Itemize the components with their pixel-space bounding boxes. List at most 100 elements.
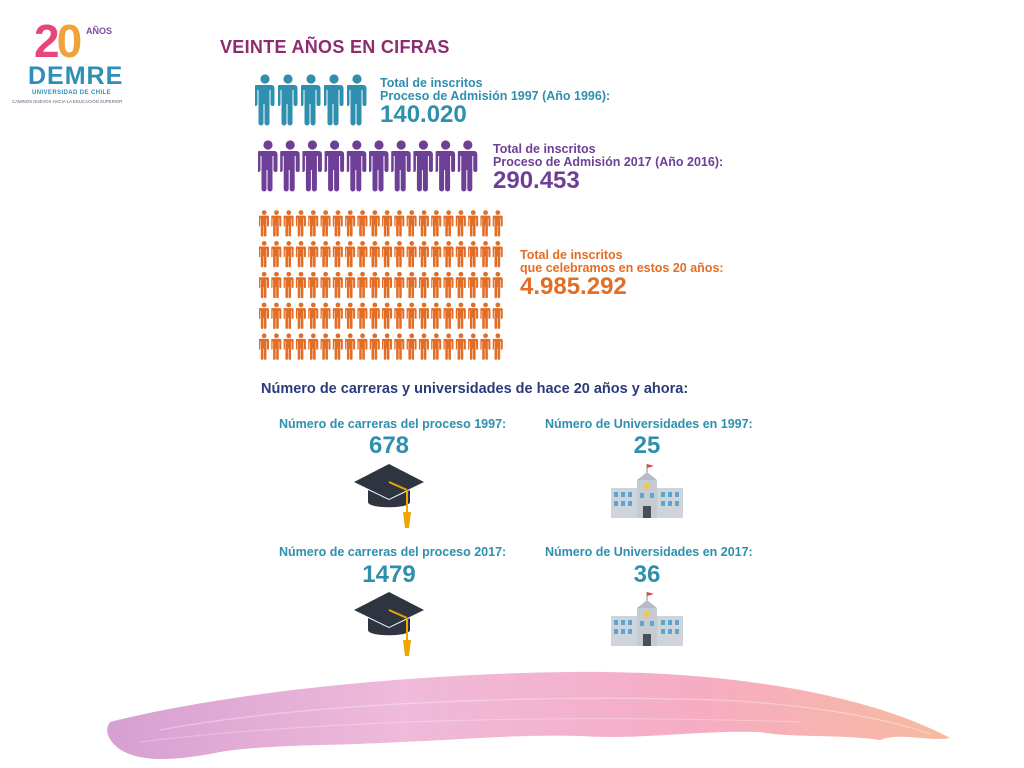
people-icons-2017 bbox=[258, 140, 478, 192]
person-icon bbox=[369, 241, 380, 268]
person-icon bbox=[418, 302, 429, 329]
person-icon bbox=[295, 333, 306, 360]
person-icon bbox=[443, 271, 454, 299]
person-icon bbox=[320, 333, 331, 360]
person-icon bbox=[480, 271, 491, 299]
person-icon bbox=[382, 210, 393, 237]
graduation-cap-icon bbox=[354, 464, 424, 528]
person-icon bbox=[480, 302, 491, 329]
person-icon bbox=[320, 302, 331, 329]
person-icon bbox=[308, 333, 319, 360]
person-icon bbox=[283, 302, 294, 329]
group-total-label-1: Total de inscritos bbox=[520, 248, 623, 262]
careers-1997-value: 678 bbox=[368, 432, 410, 459]
person-icon bbox=[369, 302, 380, 329]
person-icon bbox=[406, 302, 417, 329]
person-icon bbox=[431, 333, 442, 360]
person-icon bbox=[308, 241, 319, 268]
person-icon bbox=[259, 302, 270, 329]
person-icon bbox=[357, 333, 368, 360]
person-icon bbox=[295, 302, 306, 329]
person-icon bbox=[259, 241, 270, 268]
person-icon bbox=[259, 333, 270, 360]
person-icon bbox=[394, 302, 405, 329]
careers-2017-label: Número de carreras del proceso 2017: bbox=[279, 545, 507, 559]
page-title: VEINTE AÑOS EN CIFRAS bbox=[220, 37, 450, 57]
person-icon bbox=[480, 241, 491, 268]
person-icon bbox=[492, 333, 503, 360]
person-icon bbox=[369, 271, 380, 299]
person-icon bbox=[308, 271, 319, 299]
person-icon bbox=[455, 333, 466, 360]
person-icon bbox=[406, 271, 417, 299]
group-2017-value: 290.453 bbox=[493, 167, 580, 194]
person-icon bbox=[382, 241, 393, 268]
person-icon bbox=[345, 271, 356, 299]
person-icon bbox=[480, 333, 491, 360]
careers-universities-heading: Número de carreras y universidades de ha… bbox=[261, 381, 689, 397]
group-2017-label-1: Total de inscritos bbox=[493, 142, 596, 156]
logo-name: DEMRE bbox=[28, 62, 124, 90]
person-icon bbox=[492, 302, 503, 329]
careers-2017-value: 1479 bbox=[362, 561, 416, 588]
person-icon bbox=[406, 241, 417, 268]
person-icon bbox=[394, 241, 405, 268]
person-icon bbox=[271, 210, 282, 237]
group-total-value: 4.985.292 bbox=[520, 273, 627, 300]
person-icon bbox=[345, 241, 356, 268]
person-icon bbox=[332, 241, 343, 268]
person-icon bbox=[259, 271, 270, 299]
logo-university: UNIVERSIDAD DE CHILE bbox=[32, 90, 112, 96]
person-icon bbox=[271, 302, 282, 329]
person-icon bbox=[283, 210, 294, 237]
person-icon bbox=[455, 241, 466, 268]
person-icon bbox=[431, 210, 442, 237]
logo-tagline: CAMINOS NUEVOS HACIA LA EDUCACIÓN SUPERI… bbox=[12, 99, 123, 104]
universities-1997-value: 25 bbox=[633, 432, 661, 459]
group-1997-label-2: Proceso de Admisión 1997 (Año 1996): bbox=[380, 89, 611, 103]
person-icon bbox=[332, 302, 343, 329]
group-1997-value: 140.020 bbox=[380, 101, 467, 128]
person-icon bbox=[320, 210, 331, 237]
logo-twenty: 20 bbox=[34, 15, 82, 67]
person-icon bbox=[443, 333, 454, 360]
person-icon bbox=[418, 333, 429, 360]
demre-logo: 20 AÑOS DEMRE UNIVERSIDAD DE CHILE CAMIN… bbox=[12, 18, 122, 108]
decorative-brush-stroke bbox=[107, 671, 951, 759]
person-icon bbox=[332, 271, 343, 299]
graduation-cap-icon bbox=[354, 592, 424, 656]
group-1997-label-1: Total de inscritos bbox=[380, 76, 483, 90]
person-icon bbox=[431, 241, 442, 268]
person-icon bbox=[295, 210, 306, 237]
universities-2017-label: Número de Universidades en 2017: bbox=[545, 545, 753, 559]
person-icon bbox=[394, 333, 405, 360]
person-icon bbox=[468, 333, 479, 360]
person-icon bbox=[492, 241, 503, 268]
person-icon bbox=[271, 333, 282, 360]
person-icon bbox=[394, 271, 405, 299]
person-icon bbox=[259, 210, 503, 360]
person-icon bbox=[283, 271, 294, 299]
person-icon bbox=[468, 271, 479, 299]
person-icon bbox=[382, 302, 393, 329]
person-icon bbox=[431, 271, 442, 299]
person-icon bbox=[468, 241, 479, 268]
logo-anos: AÑOS bbox=[86, 26, 113, 36]
careers-1997-label: Número de carreras del proceso 1997: bbox=[279, 417, 507, 431]
person-icon bbox=[492, 271, 503, 299]
person-icon bbox=[295, 271, 306, 299]
group-total-label-2: que celebramos en estos 20 años: bbox=[520, 261, 724, 275]
person-icon bbox=[443, 210, 454, 237]
person-icon bbox=[332, 333, 343, 360]
person-icon bbox=[345, 333, 356, 360]
person-icon bbox=[455, 271, 466, 299]
person-icon bbox=[357, 271, 368, 299]
person-icon bbox=[418, 241, 429, 268]
person-icon bbox=[418, 271, 429, 299]
person-icon bbox=[345, 210, 356, 237]
person-icon bbox=[258, 140, 478, 192]
person-icon bbox=[394, 210, 405, 237]
person-icon bbox=[295, 241, 306, 268]
person-icon bbox=[332, 210, 343, 237]
university-building-icon bbox=[611, 592, 683, 646]
